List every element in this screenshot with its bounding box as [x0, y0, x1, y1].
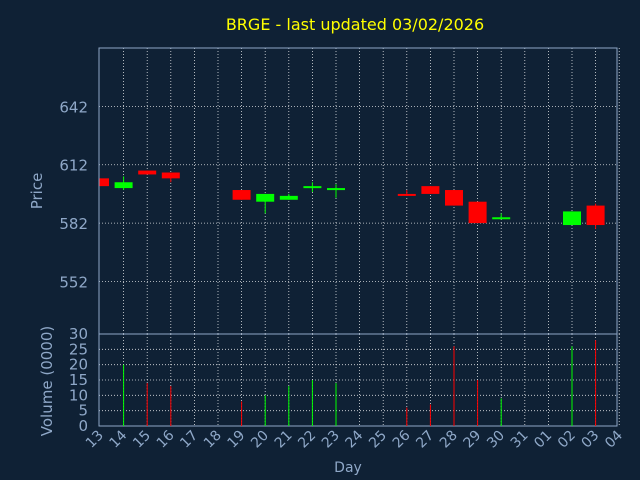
candle-body — [303, 186, 322, 189]
volume-y-tick-label: 30 — [69, 325, 88, 343]
candle-body — [161, 172, 180, 179]
volume-y-tick-label: 5 — [78, 402, 88, 420]
candle-body — [397, 193, 416, 196]
volume-y-tick-label: 20 — [69, 356, 88, 374]
candle — [563, 211, 581, 226]
candle-body — [279, 195, 298, 200]
volume-y-tick-label: 10 — [69, 386, 88, 404]
candle-body — [327, 188, 345, 191]
price-candles — [99, 170, 605, 229]
volume-panel-frame — [98, 333, 618, 427]
candle — [161, 172, 180, 183]
candle-body — [100, 178, 109, 187]
price-y-tick-label: 552 — [59, 273, 88, 291]
price-y-tick-labels: 552 582 612 642 — [59, 98, 88, 291]
chart-title: BRGE - last updated 03/02/2026 — [226, 15, 484, 34]
price-y-tick-label: 612 — [59, 157, 88, 175]
candle-body — [114, 182, 133, 189]
candle — [99, 178, 109, 187]
candle-body — [586, 205, 605, 226]
candle-body — [468, 201, 487, 224]
candle — [327, 184, 345, 198]
price-y-tick-label: 582 — [59, 215, 88, 233]
candle — [256, 193, 275, 214]
candle — [421, 186, 440, 194]
candle — [445, 190, 463, 206]
x-tick-labels: 13 14 15 16 17 18 19 20 21 22 23 24 25 26 27 28 29 30 31 01… — [83, 427, 626, 451]
volume-y-tick-label: 15 — [69, 371, 88, 389]
candle-body — [492, 217, 511, 220]
price-gridlines — [99, 48, 620, 334]
candle-body — [421, 186, 440, 194]
candle — [492, 213, 511, 220]
candle — [232, 190, 251, 200]
price-y-tick-label: 642 — [59, 98, 88, 116]
candle-body — [445, 190, 463, 206]
x-axis-label: Day — [334, 460, 362, 476]
candle-body — [256, 193, 275, 202]
candle — [114, 176, 133, 191]
volume-bars — [123, 340, 597, 426]
candle — [279, 193, 298, 200]
volume-y-tick-label: 25 — [69, 340, 88, 358]
volume-axis-label: Volume (0000) — [38, 326, 56, 436]
candle — [303, 182, 322, 192]
candle-body — [232, 190, 251, 200]
candle — [138, 170, 157, 175]
candle-body — [138, 170, 157, 175]
price-axis-label: Price — [28, 173, 46, 210]
volume-y-tick-label: 0 — [78, 417, 88, 435]
candle — [468, 201, 487, 224]
candle — [397, 190, 416, 196]
candle — [586, 203, 605, 229]
candle-body — [563, 211, 581, 226]
